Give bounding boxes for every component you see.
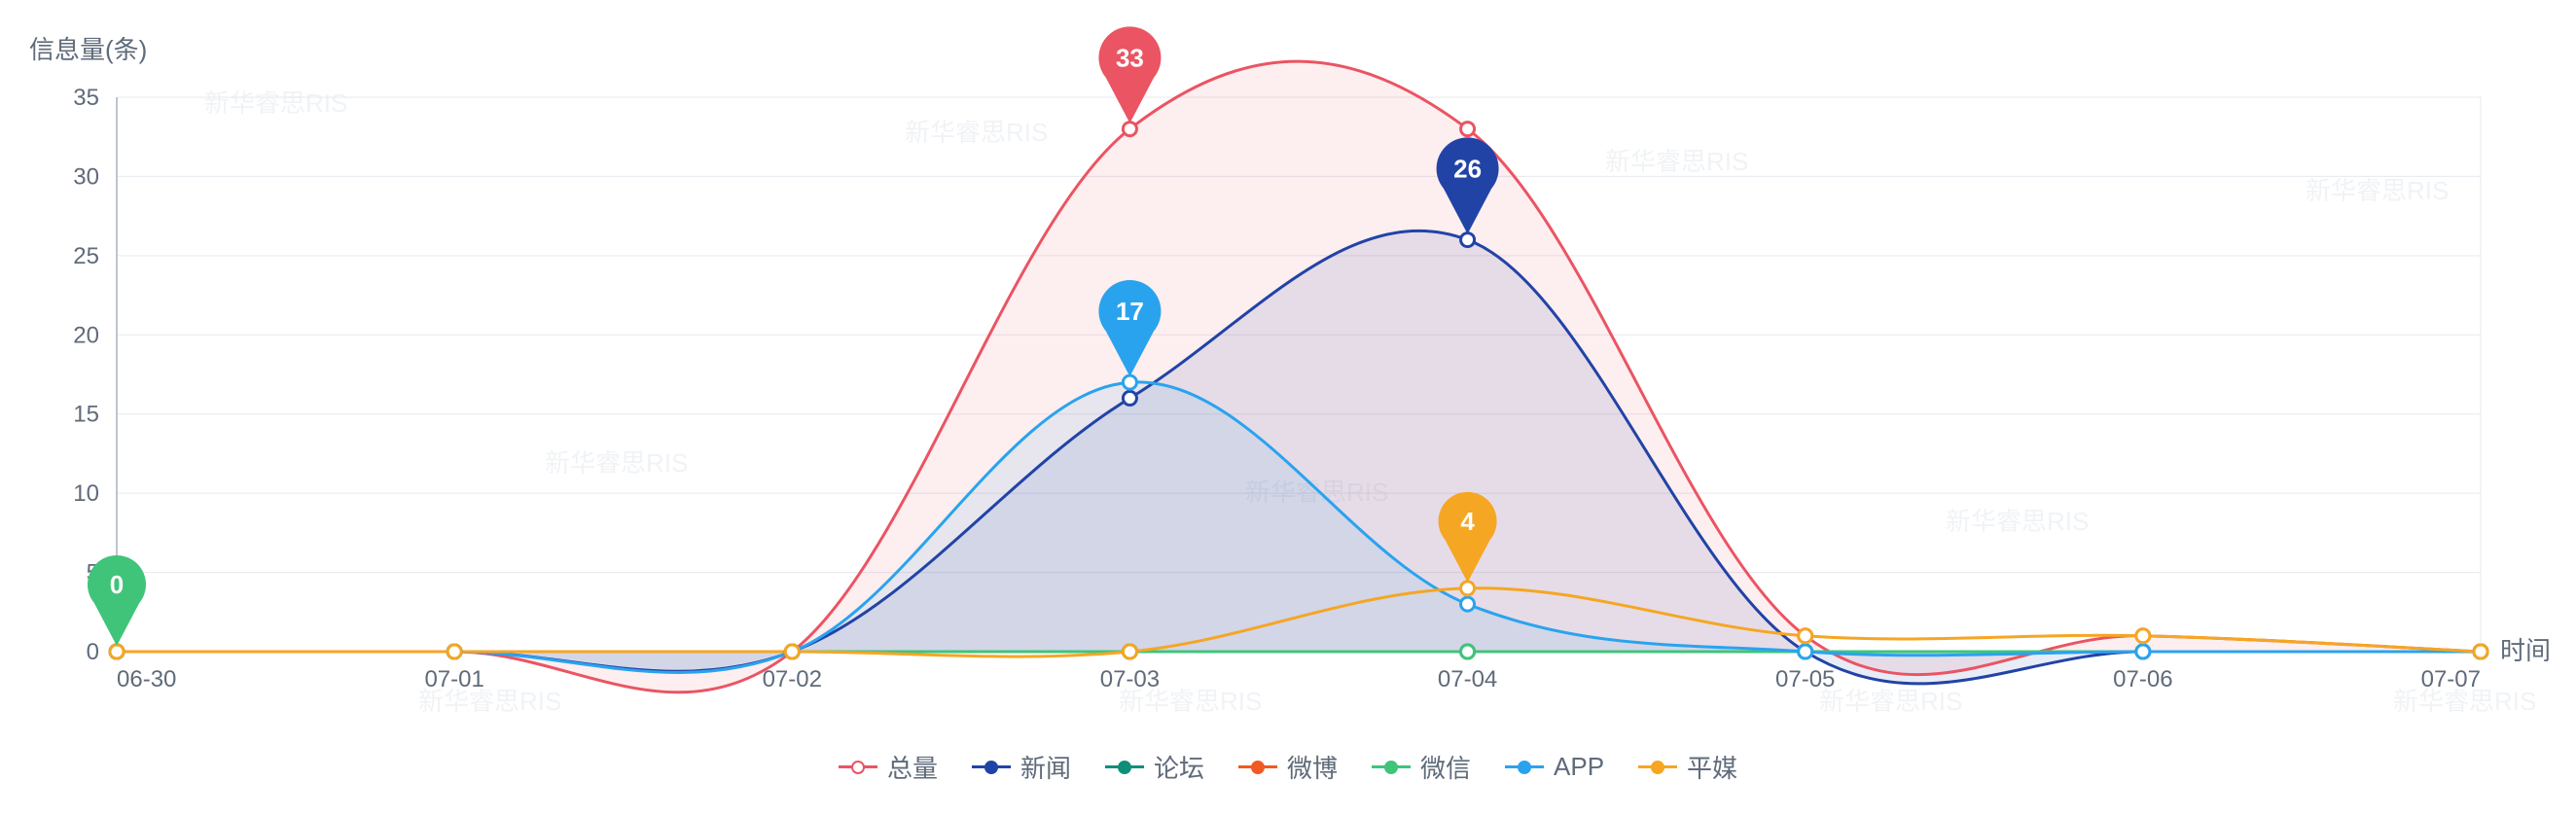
legend-item-total[interactable]: 总量 [839,749,938,785]
legend-swatch [1372,766,1411,768]
x-tick-label: 07-04 [1438,666,1497,692]
callout-value: 4 [1460,507,1475,536]
watermark: 新华睿思RIS [204,89,347,118]
watermark: 新华睿思RIS [1605,147,1748,176]
marker-app[interactable] [1799,645,1812,658]
marker-pingmei[interactable] [2474,645,2487,658]
legend-swatch [972,766,1011,768]
y-tick-label: 20 [73,322,99,348]
marker-total[interactable] [1123,123,1136,136]
legend-label: 平媒 [1687,749,1737,785]
legend-label: 微博 [1287,749,1338,785]
marker-app[interactable] [1123,375,1136,389]
x-axis-title: 时间 [2500,636,2551,665]
y-tick-label: 25 [73,243,99,269]
y-tick-label: 35 [73,85,99,111]
chart-container: 新华睿思RIS 新华睿思RIS 新华睿思RIS 新华睿思RIS 新华睿思RIS 新华睿思R… [0,0,2576,816]
marker-total[interactable] [1461,123,1475,136]
watermark: 新华睿思RIS [1946,507,2089,536]
y-tick-label: 30 [73,163,99,190]
legend-label: APP [1554,752,1604,782]
legend-item-news[interactable]: 新闻 [972,749,1071,785]
x-tick-label: 07-02 [763,666,822,692]
legend-swatch [1105,766,1144,768]
marker-pingmei[interactable] [447,645,461,658]
legend-swatch [839,766,877,768]
marker-news[interactable] [1123,391,1136,405]
legend-item-weibo[interactable]: 微博 [1238,749,1338,785]
callout-value: 26 [1453,154,1482,183]
marker-app[interactable] [1461,597,1475,611]
callout-value: 0 [110,570,124,599]
legend-item-forum[interactable]: 论坛 [1105,749,1204,785]
y-tick-label: 10 [73,480,99,507]
marker-pingmei[interactable] [785,645,799,658]
marker-pingmei[interactable] [1123,645,1136,658]
line-chart: 新华睿思RIS 新华睿思RIS 新华睿思RIS 新华睿思RIS 新华睿思RIS 新华睿思R… [0,0,2576,816]
legend-swatch [1238,766,1277,768]
x-tick-label: 06-30 [117,666,176,692]
callout-pin[interactable]: 33 [1098,26,1161,123]
callout-pin[interactable]: 0 [88,555,146,646]
legend-label: 新闻 [1020,749,1071,785]
watermark: 新华睿思RIS [1819,687,1962,716]
legend-swatch [1505,766,1544,768]
y-axis-title: 信息量(条) [29,35,147,64]
watermark: 新华睿思RIS [545,448,688,478]
marker-pingmei[interactable] [110,645,124,658]
marker-news[interactable] [1461,233,1475,247]
marker-pingmei[interactable] [1799,629,1812,643]
marker-app[interactable] [2136,645,2150,658]
x-tick-label: 07-03 [1100,666,1160,692]
marker-pingmei[interactable] [2136,629,2150,643]
legend-swatch [1638,766,1677,768]
marker-pingmei[interactable] [1461,582,1475,595]
legend-label: 总量 [887,749,938,785]
callout-value: 33 [1116,43,1144,72]
x-tick-label: 07-06 [2113,666,2172,692]
x-tick-label: 07-01 [424,666,483,692]
legend: 总量 新闻 论坛 微博 微信 APP 平媒 [0,749,2576,785]
legend-label: 微信 [1420,749,1471,785]
callout-value: 17 [1116,297,1144,326]
y-tick-label: 15 [73,402,99,428]
watermark: 新华睿思RIS [2306,176,2449,205]
watermark: 新华睿思RIS [905,118,1048,147]
y-tick-label: 0 [87,639,99,665]
legend-item-wechat[interactable]: 微信 [1372,749,1471,785]
legend-item-pingmei[interactable]: 平媒 [1638,749,1737,785]
x-tick-label: 07-05 [1775,666,1835,692]
legend-item-app[interactable]: APP [1505,752,1604,782]
x-tick-label: 07-07 [2421,666,2481,692]
marker-wechat[interactable] [1461,645,1475,658]
legend-label: 论坛 [1154,749,1204,785]
